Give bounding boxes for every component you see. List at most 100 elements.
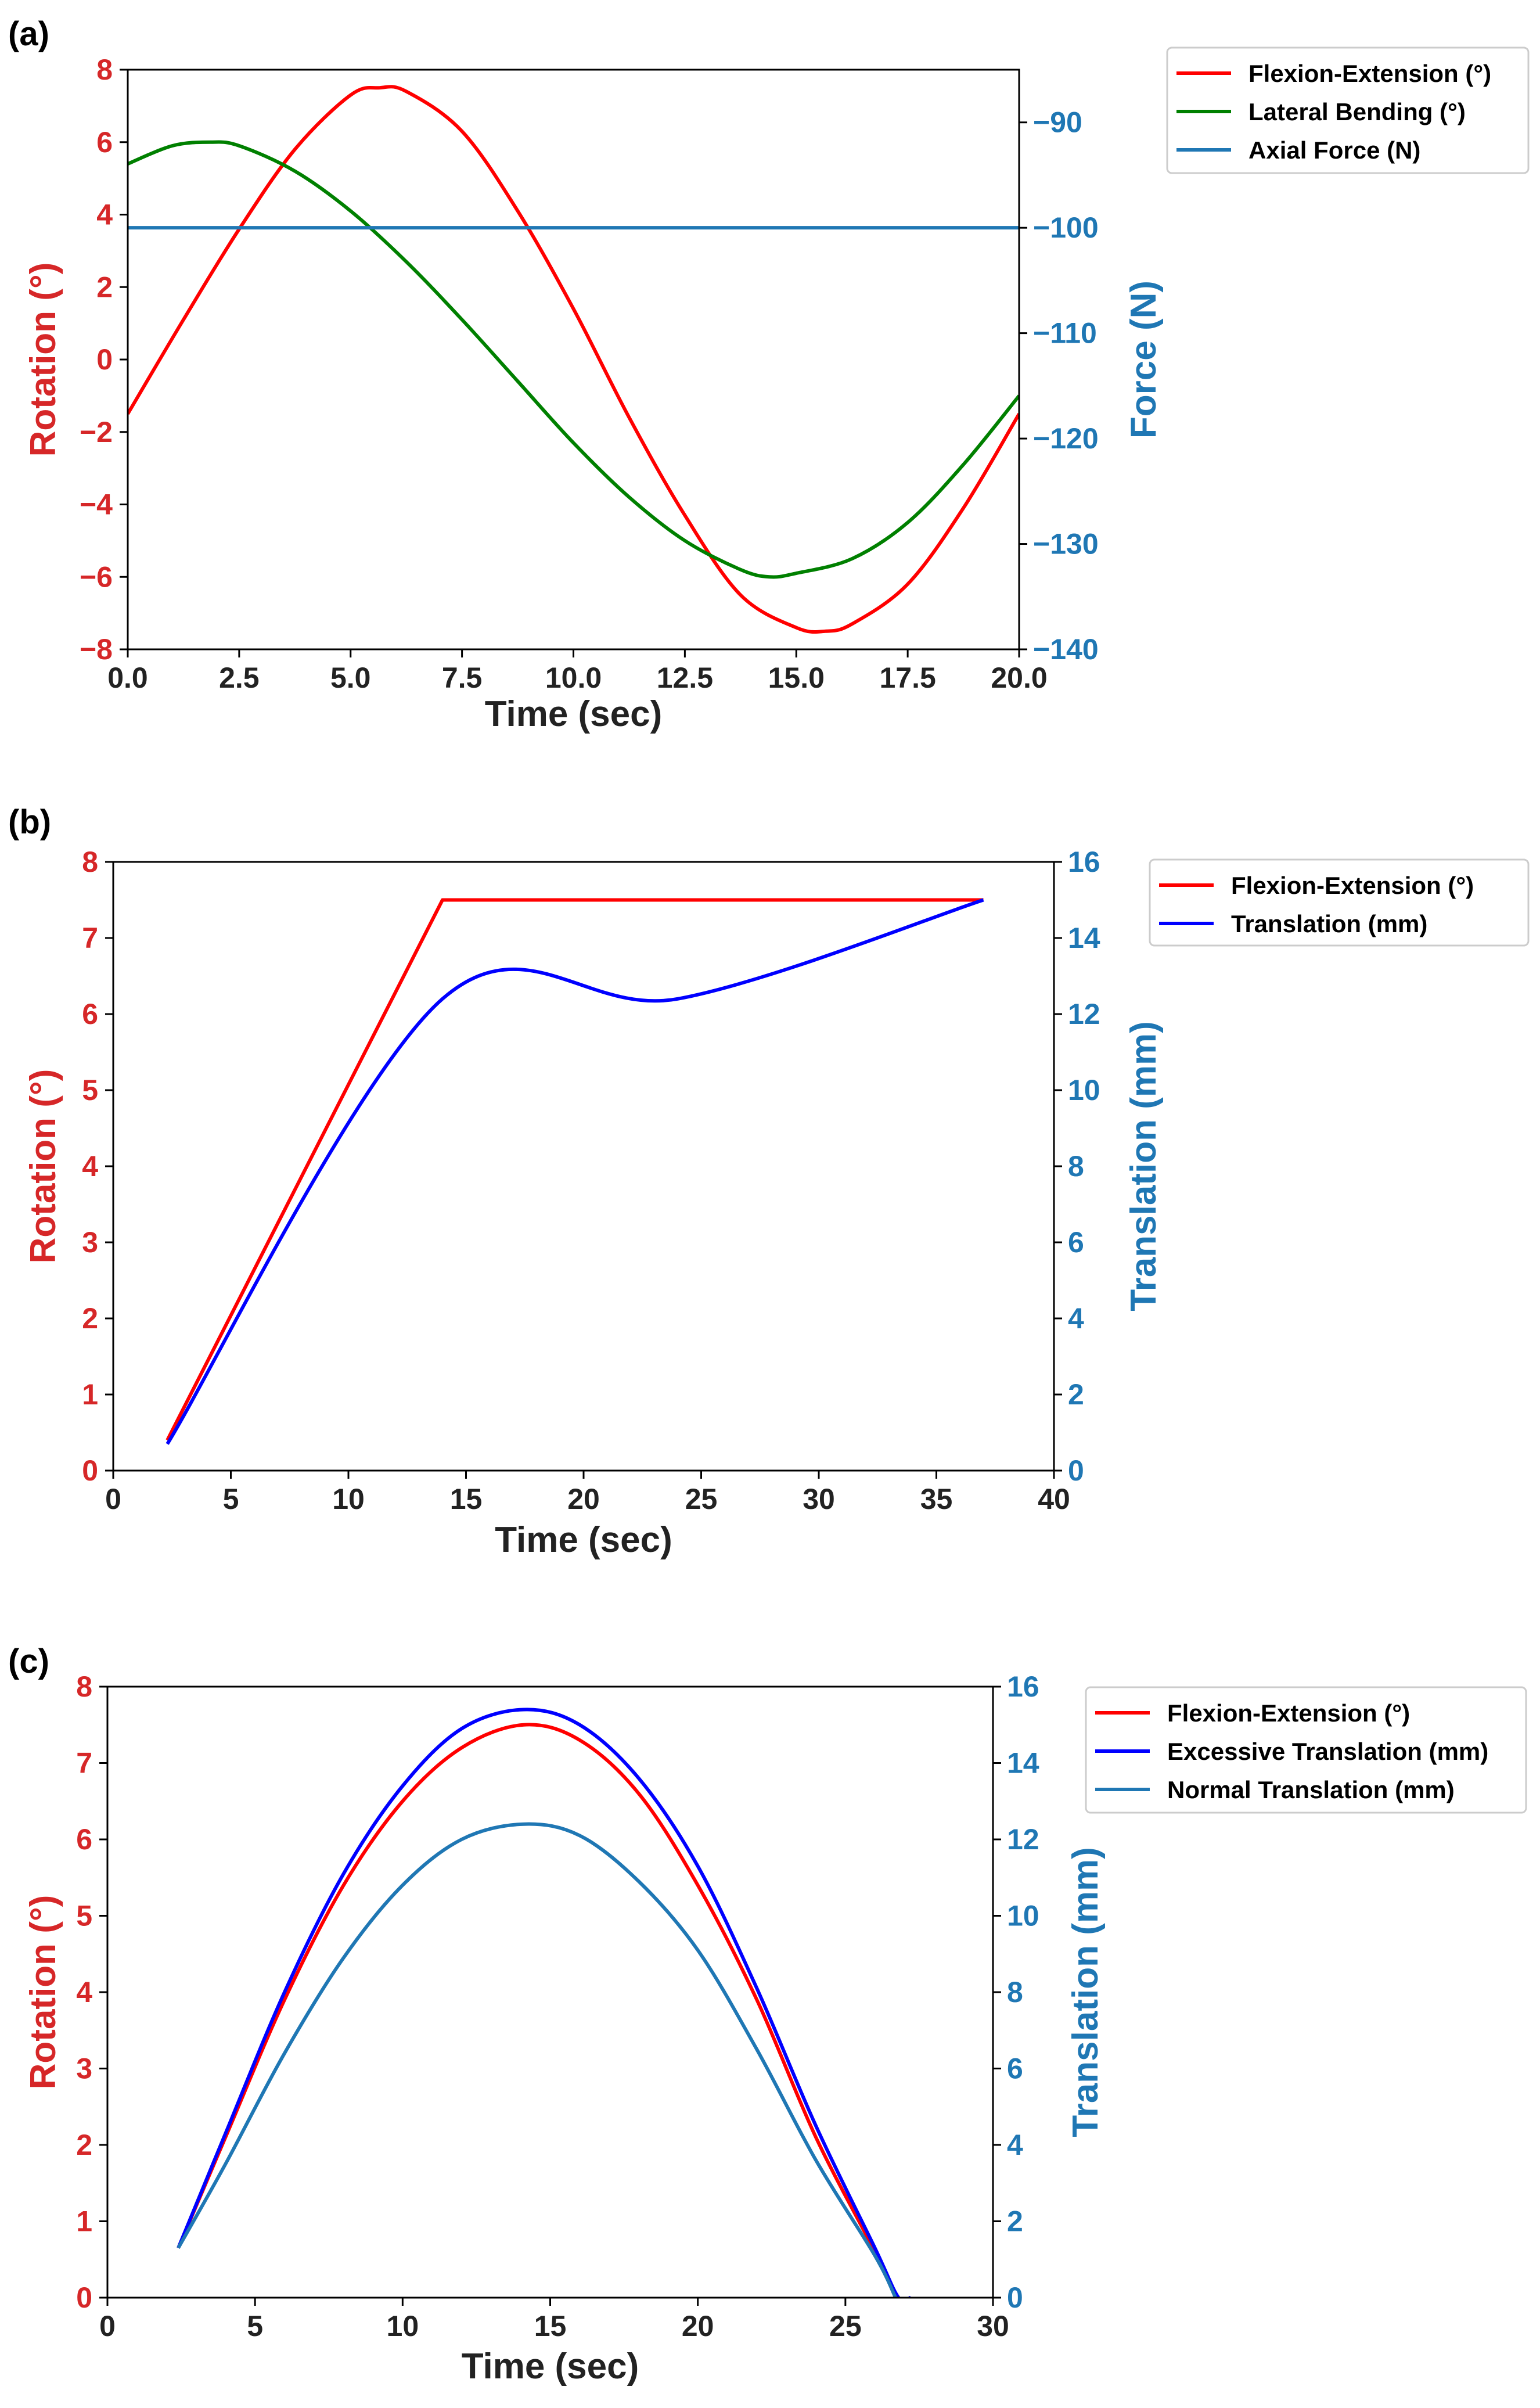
series-line-2 xyxy=(177,1708,911,2298)
y-right-tick-label: 2 xyxy=(1068,1378,1084,1411)
legend: Flexion-Extension (°) Translation (mm) xyxy=(1149,858,1530,947)
y-left-axis-label: Rotation (°) xyxy=(23,1069,63,1264)
y-left-tick-label: 6 xyxy=(96,126,113,159)
x-tick-label: 2.5 xyxy=(219,662,260,694)
series-line-1 xyxy=(165,898,984,1441)
y-left-tick-label: 4 xyxy=(82,1150,98,1183)
x-tick-label: 30 xyxy=(803,1483,835,1515)
x-tick-label: 0.0 xyxy=(107,662,148,694)
x-tick-label: 20 xyxy=(682,2310,714,2342)
legend-entry-label: Lateral Bending (°) xyxy=(1248,98,1466,125)
series-line-2 xyxy=(165,898,984,1445)
series-line-1 xyxy=(128,85,1019,634)
y-left-axis-label: Rotation (°) xyxy=(23,1895,63,2090)
y-left-tick-label: 1 xyxy=(82,1378,98,1411)
x-tick-label: 15.0 xyxy=(768,662,825,694)
x-tick-label: 0 xyxy=(99,2310,116,2342)
x-tick-label: 20.0 xyxy=(991,662,1047,694)
y-right-tick-label: 4 xyxy=(1068,1302,1084,1335)
x-tick-label: 20 xyxy=(567,1483,600,1515)
chart-panel-1: (a) 0.0 2.5 5.0 7.5 10.0 12.5 15.0 17.5 20.0 8 6 4 2 0… xyxy=(8,15,1530,734)
y-left-tick-label: 1 xyxy=(76,2205,92,2238)
legend-entry-label: Flexion-Extension (°) xyxy=(1167,1699,1410,1727)
y-right-tick-label: 16 xyxy=(1068,846,1100,878)
y-right-tick-label: 12 xyxy=(1068,998,1100,1030)
x-tick-label: 7.5 xyxy=(442,662,483,694)
y-left-tick-label: −8 xyxy=(80,633,113,666)
y-left-tick-label: 7 xyxy=(82,922,98,954)
y-left-tick-label: 3 xyxy=(82,1226,98,1259)
y-right-tick-label: 14 xyxy=(1068,922,1100,954)
y-left-tick-label: 0 xyxy=(76,2281,92,2314)
panel-label: (a) xyxy=(8,15,49,53)
chart-panel-2: (b)0 5 10 15 20 25 30 35 40876543210161412108642… xyxy=(8,803,1530,1560)
plot-area xyxy=(165,898,984,1445)
x-tick-label: 17.5 xyxy=(879,662,935,694)
x-tick-label: 10 xyxy=(332,1483,365,1515)
series-line-2 xyxy=(128,140,1019,579)
y-right-tick-label: 2 xyxy=(1007,2205,1023,2238)
y-left-tick-label: 5 xyxy=(76,1900,92,1932)
legend-box xyxy=(1166,46,1530,174)
x-tick-label: 15 xyxy=(534,2310,567,2342)
y-left-tick-label: 0 xyxy=(96,343,113,376)
y-right-axis-label: Translation (mm) xyxy=(1066,1847,1106,2137)
x-tick-label: 25 xyxy=(685,1483,718,1515)
x-tick-label: 40 xyxy=(1038,1483,1070,1515)
legend-entry-label: Flexion-Extension (°) xyxy=(1248,60,1491,87)
plot-area xyxy=(177,1708,911,2298)
legend-box xyxy=(1085,1686,1527,1814)
x-tick-label: 25 xyxy=(829,2310,862,2342)
x-axis-label: Time (sec) xyxy=(495,1520,672,1560)
y-right-tick-label: 4 xyxy=(1007,2129,1023,2161)
x-tick-label: 35 xyxy=(920,1483,953,1515)
x-axis-label: Time (sec) xyxy=(485,694,663,734)
y-left-tick-label: 4 xyxy=(76,1976,92,2008)
y-right-tick-label: −120 xyxy=(1033,422,1099,455)
x-tick-label: 5 xyxy=(247,2310,263,2342)
y-right-tick-label: 6 xyxy=(1068,1226,1084,1259)
x-tick-label: 30 xyxy=(977,2310,1009,2342)
y-left-tick-label: 0 xyxy=(82,1454,98,1487)
axes-frame xyxy=(112,861,1055,1472)
y-left-tick-label: 2 xyxy=(76,2129,92,2161)
legend-entry-label: Translation (mm) xyxy=(1231,910,1427,937)
legend-entry-label: Excessive Translation (mm) xyxy=(1167,1738,1488,1765)
x-tick-label: 5 xyxy=(223,1483,239,1515)
y-left-tick-label: 5 xyxy=(82,1074,98,1106)
y-left-tick-label: 6 xyxy=(76,1823,92,1856)
x-axis-label: Time (sec) xyxy=(462,2346,639,2387)
y-right-axis-label: Force (N) xyxy=(1124,281,1164,439)
series-line-3 xyxy=(177,1822,897,2298)
series-line-1 xyxy=(177,1723,897,2298)
x-tick-label: 10.0 xyxy=(545,662,602,694)
x-tick-label: 5.0 xyxy=(330,662,371,694)
y-left-tick-label: −6 xyxy=(80,560,113,593)
y-right-tick-label: 14 xyxy=(1007,1747,1039,1780)
y-left-tick-label: −2 xyxy=(80,416,113,448)
legend-entry-label: Normal Translation (mm) xyxy=(1167,1776,1455,1803)
y-left-tick-label: 8 xyxy=(76,1670,92,1703)
y-left-tick-label: 8 xyxy=(96,53,113,86)
axes-frame xyxy=(127,69,1020,650)
y-left-tick-label: 2 xyxy=(82,1302,98,1335)
legend: Flexion-Extension (°) Lateral Bending (°)… xyxy=(1166,46,1530,174)
x-tick-label: 12.5 xyxy=(657,662,713,694)
axes-frame xyxy=(106,1685,994,2299)
y-right-axis-label: Translation (mm) xyxy=(1124,1021,1164,1311)
y-left-tick-label: 7 xyxy=(76,1747,92,1780)
y-left-tick-label: −4 xyxy=(80,488,113,521)
plot-area xyxy=(128,85,1019,634)
y-right-tick-label: −130 xyxy=(1033,528,1099,560)
legend-box xyxy=(1149,858,1530,947)
y-left-tick-label: 4 xyxy=(96,199,113,231)
panel-label: (c) xyxy=(8,1643,49,1680)
legend: Flexion-Extension (°) Excessive Translati… xyxy=(1085,1686,1527,1814)
y-right-tick-label: 10 xyxy=(1007,1900,1039,1932)
y-left-axis-label: Rotation (°) xyxy=(23,263,63,457)
x-tick-label: 15 xyxy=(450,1483,483,1515)
legend-entry-label: Axial Force (N) xyxy=(1248,136,1420,164)
y-right-tick-label: 0 xyxy=(1007,2281,1023,2314)
panel-label: (b) xyxy=(8,803,51,841)
